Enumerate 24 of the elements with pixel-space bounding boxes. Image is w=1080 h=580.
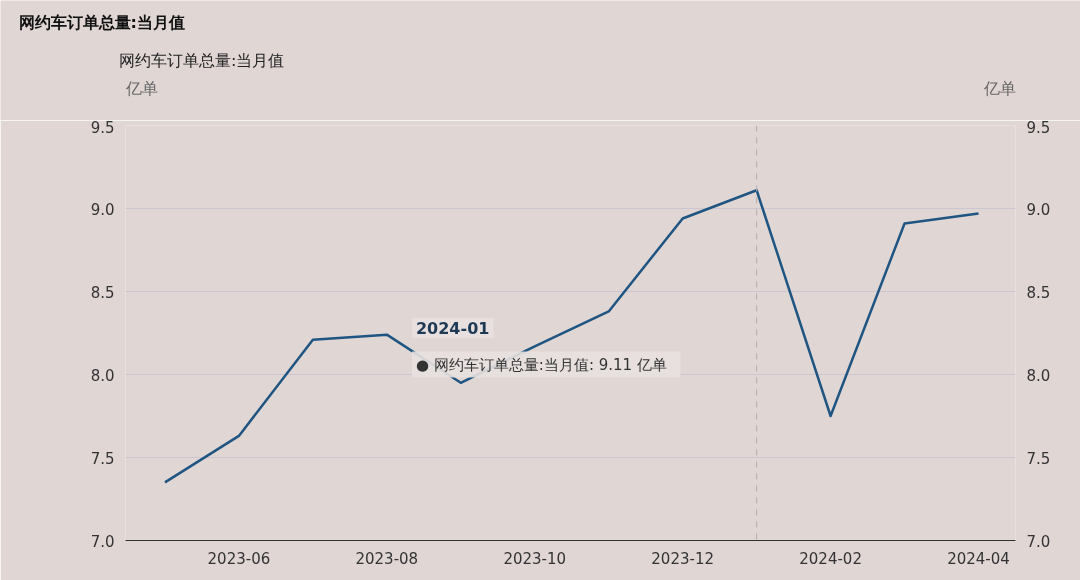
text: 网约车订单总量:当月值 [119,51,285,72]
y-tick-label: 9.5 [90,118,115,137]
y-tick-label: 8.5 [90,283,115,302]
x-tick-label: 2024-02 [799,549,862,568]
y2-tick-label: 9.0 [1026,200,1051,219]
chart-title: 网约车订单总量:当月值 [18,13,185,32]
y2-tick-label: 9.5 [1026,118,1051,137]
x-tick-label: 2023-08 [355,549,419,568]
y2-tick-label: 7.0 [1026,532,1051,551]
annotation: 2024-01 [415,319,490,339]
y-tick-label: 8.0 [90,366,115,385]
y-tick-label: 7.5 [90,449,115,468]
y-axis-title: 亿单 [124,79,158,98]
y-tick-label: 7.0 [90,532,115,551]
y2-tick-label: 8.5 [1026,283,1051,302]
y-tick-label: 9.0 [90,200,115,219]
x-tick-label: 2023-12 [651,549,715,568]
x-tick-label: 2024-04 [947,549,1010,568]
y2-tick-label: 7.5 [1026,449,1051,468]
annotation: ● 网约车订单总量:当月值: 9.11 亿单 [415,355,667,374]
y2-axis-title: 亿单 [982,79,1016,98]
x-tick-label: 2023-10 [503,549,567,568]
y2-tick-label: 8.0 [1026,366,1051,385]
x-tick-label: 2023-06 [207,549,271,568]
